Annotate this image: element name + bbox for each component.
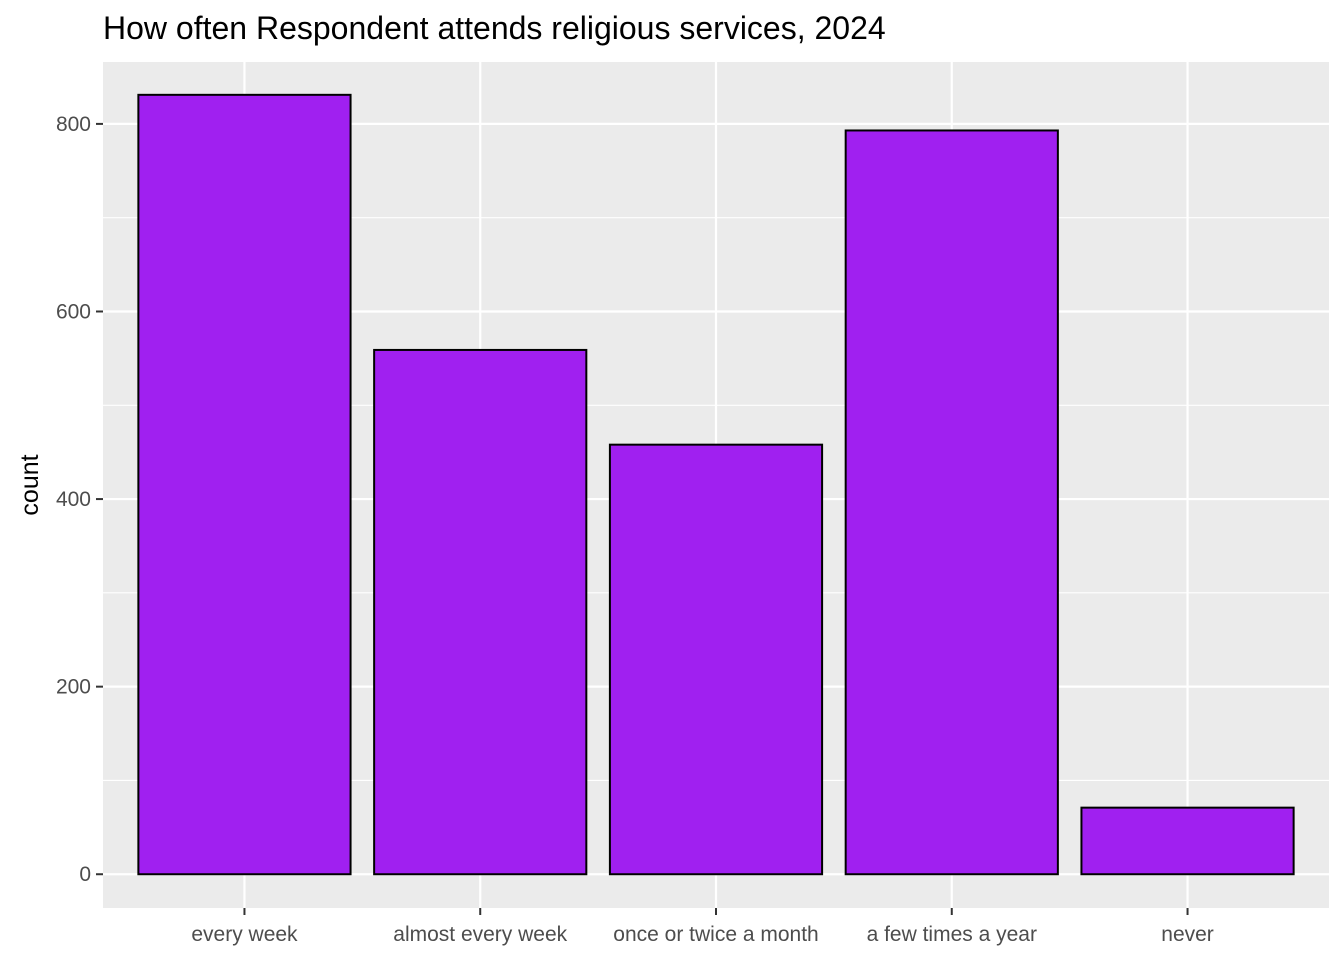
x-tick-label: a few times a year — [867, 923, 1037, 946]
bar — [137, 93, 352, 876]
bar — [608, 443, 824, 876]
y-tick-label: 0 — [79, 863, 91, 886]
bar — [844, 129, 1059, 876]
y-tick-label: 200 — [56, 676, 91, 699]
y-axis: 0 200 400 600 800 — [56, 113, 103, 886]
x-tick-label: almost every week — [393, 923, 567, 946]
bars — [137, 93, 1295, 876]
y-axis-title: count — [16, 454, 44, 515]
x-tick-label: once or twice a month — [613, 923, 818, 946]
bar — [373, 348, 588, 876]
x-axis: every week almost every week once or twice… — [191, 908, 1214, 946]
chart-title: How often Respondent attends religious s… — [103, 10, 886, 46]
x-tick-label: never — [1161, 923, 1214, 946]
y-tick-label: 800 — [56, 113, 91, 136]
y-tick-label: 600 — [56, 300, 91, 323]
x-tick-label: every week — [191, 923, 298, 946]
bar — [1080, 806, 1295, 876]
y-tick-label: 400 — [56, 488, 91, 511]
